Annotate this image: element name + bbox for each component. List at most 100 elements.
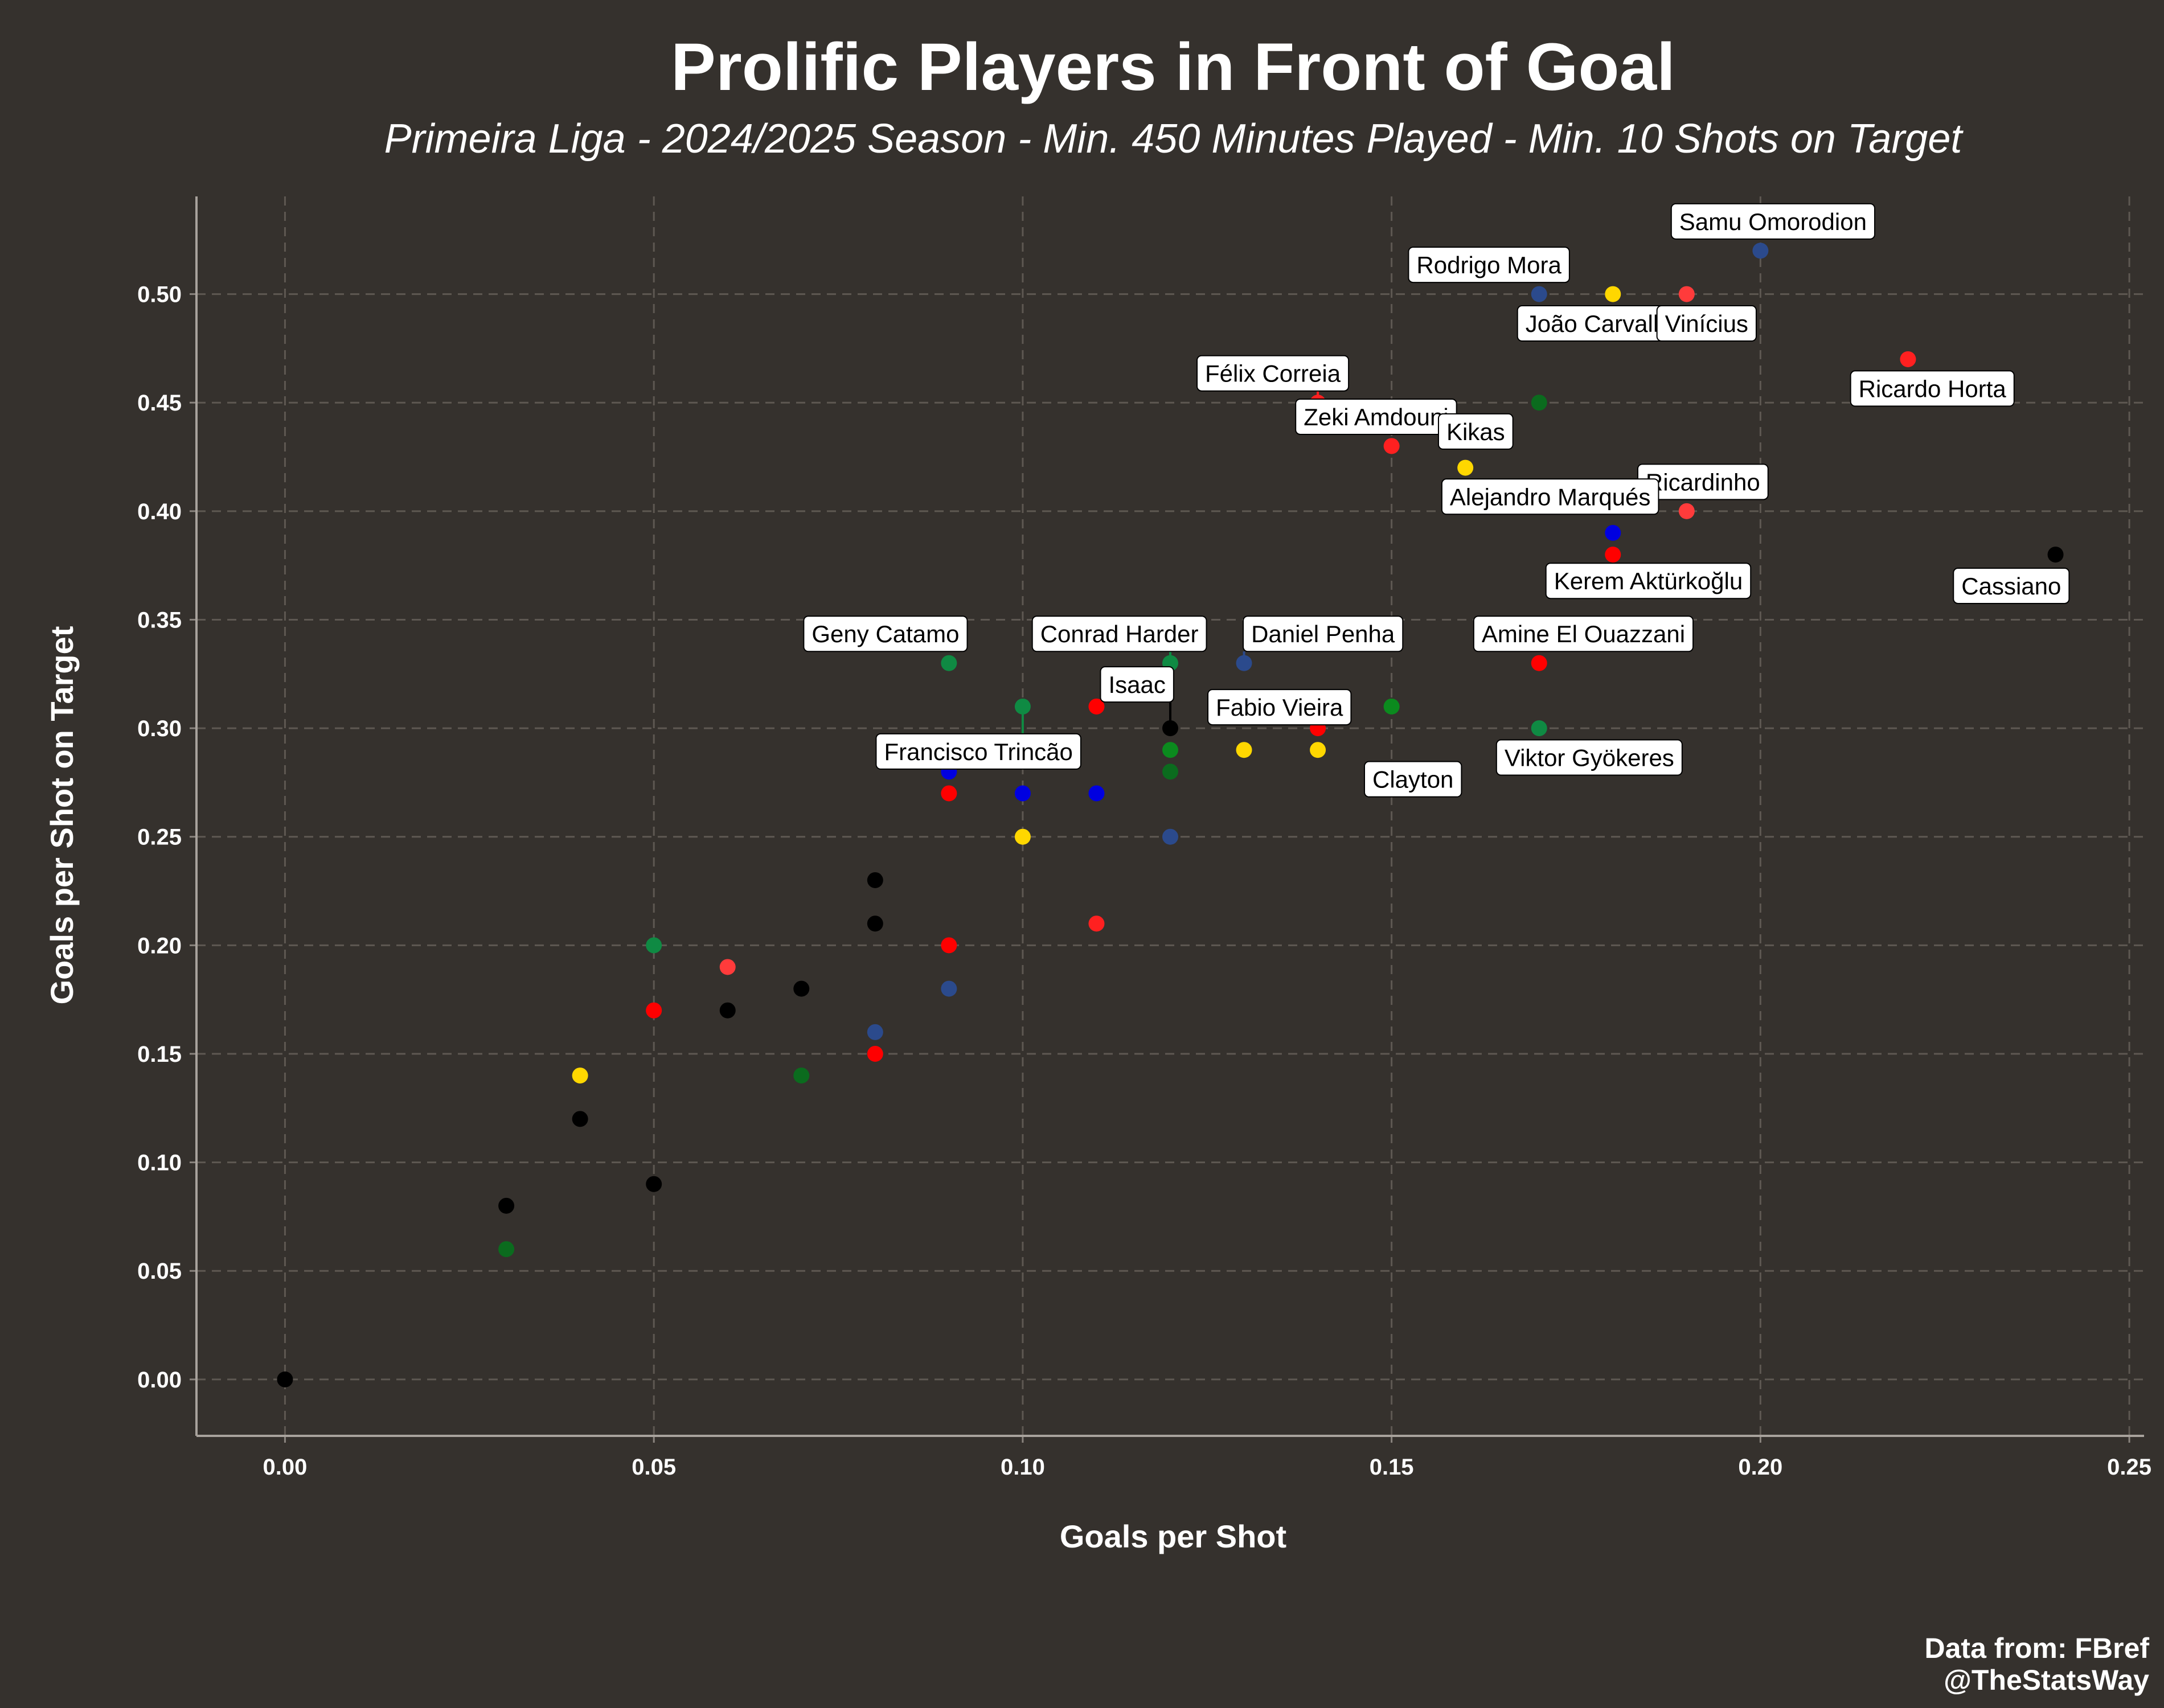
data-point (1236, 742, 1252, 758)
point-label-box (1473, 615, 1694, 652)
point-label-box (1196, 355, 1350, 392)
y-tick-label: 0.40 (137, 499, 182, 524)
point-label: Ricardinho (1637, 463, 1769, 500)
data-point (1457, 459, 1474, 476)
data-point (1605, 286, 1621, 302)
point-label: Kikas (1437, 413, 1514, 450)
point-label: Daniel Penha (1243, 615, 1404, 652)
point-label: Fabio Vieira (1207, 689, 1352, 726)
point-label-text: Cassiano (1961, 573, 2061, 600)
caption-source: Data from: FBref (1925, 1632, 2150, 1664)
chart-title: Prolific Players in Front of Goal (671, 30, 1675, 105)
data-point (1162, 763, 1178, 780)
data-point (1088, 698, 1105, 715)
data-point (719, 1002, 736, 1019)
point-label-text: Alejandro Marqués (1450, 483, 1651, 510)
point-label-text: Félix Correia (1205, 360, 1341, 387)
data-point (572, 1068, 588, 1084)
x-tick-label: 0.05 (632, 1455, 676, 1480)
data-point (941, 937, 957, 954)
data-point (867, 1045, 883, 1062)
data-point (941, 980, 957, 997)
data-point (498, 1197, 515, 1214)
point-label: Cassiano (1953, 567, 2070, 604)
data-point (1531, 655, 1547, 671)
data-point (277, 1371, 293, 1387)
data-point (867, 872, 883, 888)
data-point (1383, 438, 1400, 454)
data-point (867, 1024, 883, 1040)
data-point (1678, 286, 1695, 302)
y-tick-label: 0.10 (137, 1151, 182, 1176)
data-point (1162, 828, 1178, 845)
point-label-box (1364, 761, 1462, 798)
data-point (1678, 503, 1695, 519)
data-point (1900, 351, 1916, 367)
point-label-box (1437, 413, 1514, 450)
point-label-text: Conrad Harder (1040, 621, 1199, 647)
x-tick-label: 0.25 (2107, 1455, 2151, 1480)
point-label-text: Isaac (1109, 671, 1166, 698)
point-label: Isaac (1100, 666, 1174, 703)
point-label-text: Zeki Amdouni (1304, 404, 1448, 430)
point-label-text: Clayton (1372, 766, 1453, 793)
point-label-box (1441, 478, 1659, 515)
y-tick-label: 0.15 (137, 1042, 182, 1067)
data-point (1014, 828, 1031, 845)
data-point (646, 937, 662, 954)
point-label: Viktor Gyökeres (1495, 739, 1683, 776)
data-point (793, 980, 810, 997)
x-axis-title: Goals per Shot (1060, 1518, 1286, 1554)
point-label-box (875, 733, 1081, 770)
data-point (867, 915, 883, 932)
point-label-text: Vinícius (1665, 310, 1748, 337)
y-axis-title: Goals per Shot on Target (44, 626, 80, 1005)
point-label: Geny Catamo (803, 615, 968, 652)
x-tick-label: 0.15 (1370, 1455, 1414, 1480)
data-point (941, 785, 957, 802)
point-label-box (1953, 567, 2070, 604)
x-tick-label: 0.00 (263, 1455, 308, 1480)
point-label-text: Amine El Ouazzani (1482, 621, 1685, 647)
data-point (1531, 286, 1547, 302)
point-label: Kerem Aktürkoğlu (1545, 563, 1752, 600)
data-point (572, 1111, 588, 1127)
data-point (1752, 243, 1769, 259)
point-label: Amine El Ouazzani (1473, 615, 1694, 652)
point-label-text: Geny Catamo (812, 621, 959, 647)
point-label-text: João Carvalho (1526, 310, 1680, 337)
data-point (1605, 524, 1621, 541)
point-label-box (1495, 739, 1683, 776)
data-point (1531, 395, 1547, 411)
data-point (1236, 655, 1252, 671)
y-tick-label: 0.20 (137, 933, 182, 958)
data-point (646, 1176, 662, 1192)
point-label: Vinícius (1656, 305, 1757, 342)
point-label-text: Daniel Penha (1251, 621, 1395, 647)
point-label: Félix Correia (1196, 355, 1350, 392)
data-point (1162, 720, 1178, 737)
point-label-text: Viktor Gyökeres (1505, 745, 1674, 771)
point-label: Rodrigo Mora (1408, 247, 1570, 284)
point-label-text: Samu Omorodion (1679, 208, 1867, 235)
data-point (1088, 785, 1105, 802)
point-label-box (1243, 615, 1404, 652)
point-label: Zeki Amdouni (1295, 398, 1457, 435)
point-label-text: Kikas (1446, 418, 1505, 445)
tick-labels: 0.00 0.05 0.10 0.15 0.20 0.25 0.00 0.05 0.10 0.15… (137, 282, 2151, 1480)
point-label: Conrad Harder (1031, 615, 1207, 652)
data-point (719, 959, 736, 975)
y-tick-label: 0.45 (137, 391, 182, 416)
data-point (941, 655, 957, 671)
point-label-box (1207, 689, 1352, 726)
data-point (1162, 742, 1178, 758)
data-point (1310, 742, 1326, 758)
y-tick-label: 0.25 (137, 825, 182, 850)
point-label: Alejandro Marqués (1441, 478, 1659, 515)
data-point (1605, 547, 1621, 563)
x-tick-label: 0.10 (1001, 1455, 1045, 1480)
data-point (498, 1241, 515, 1258)
y-tick-label: 0.35 (137, 607, 182, 633)
axes (190, 196, 2144, 1443)
